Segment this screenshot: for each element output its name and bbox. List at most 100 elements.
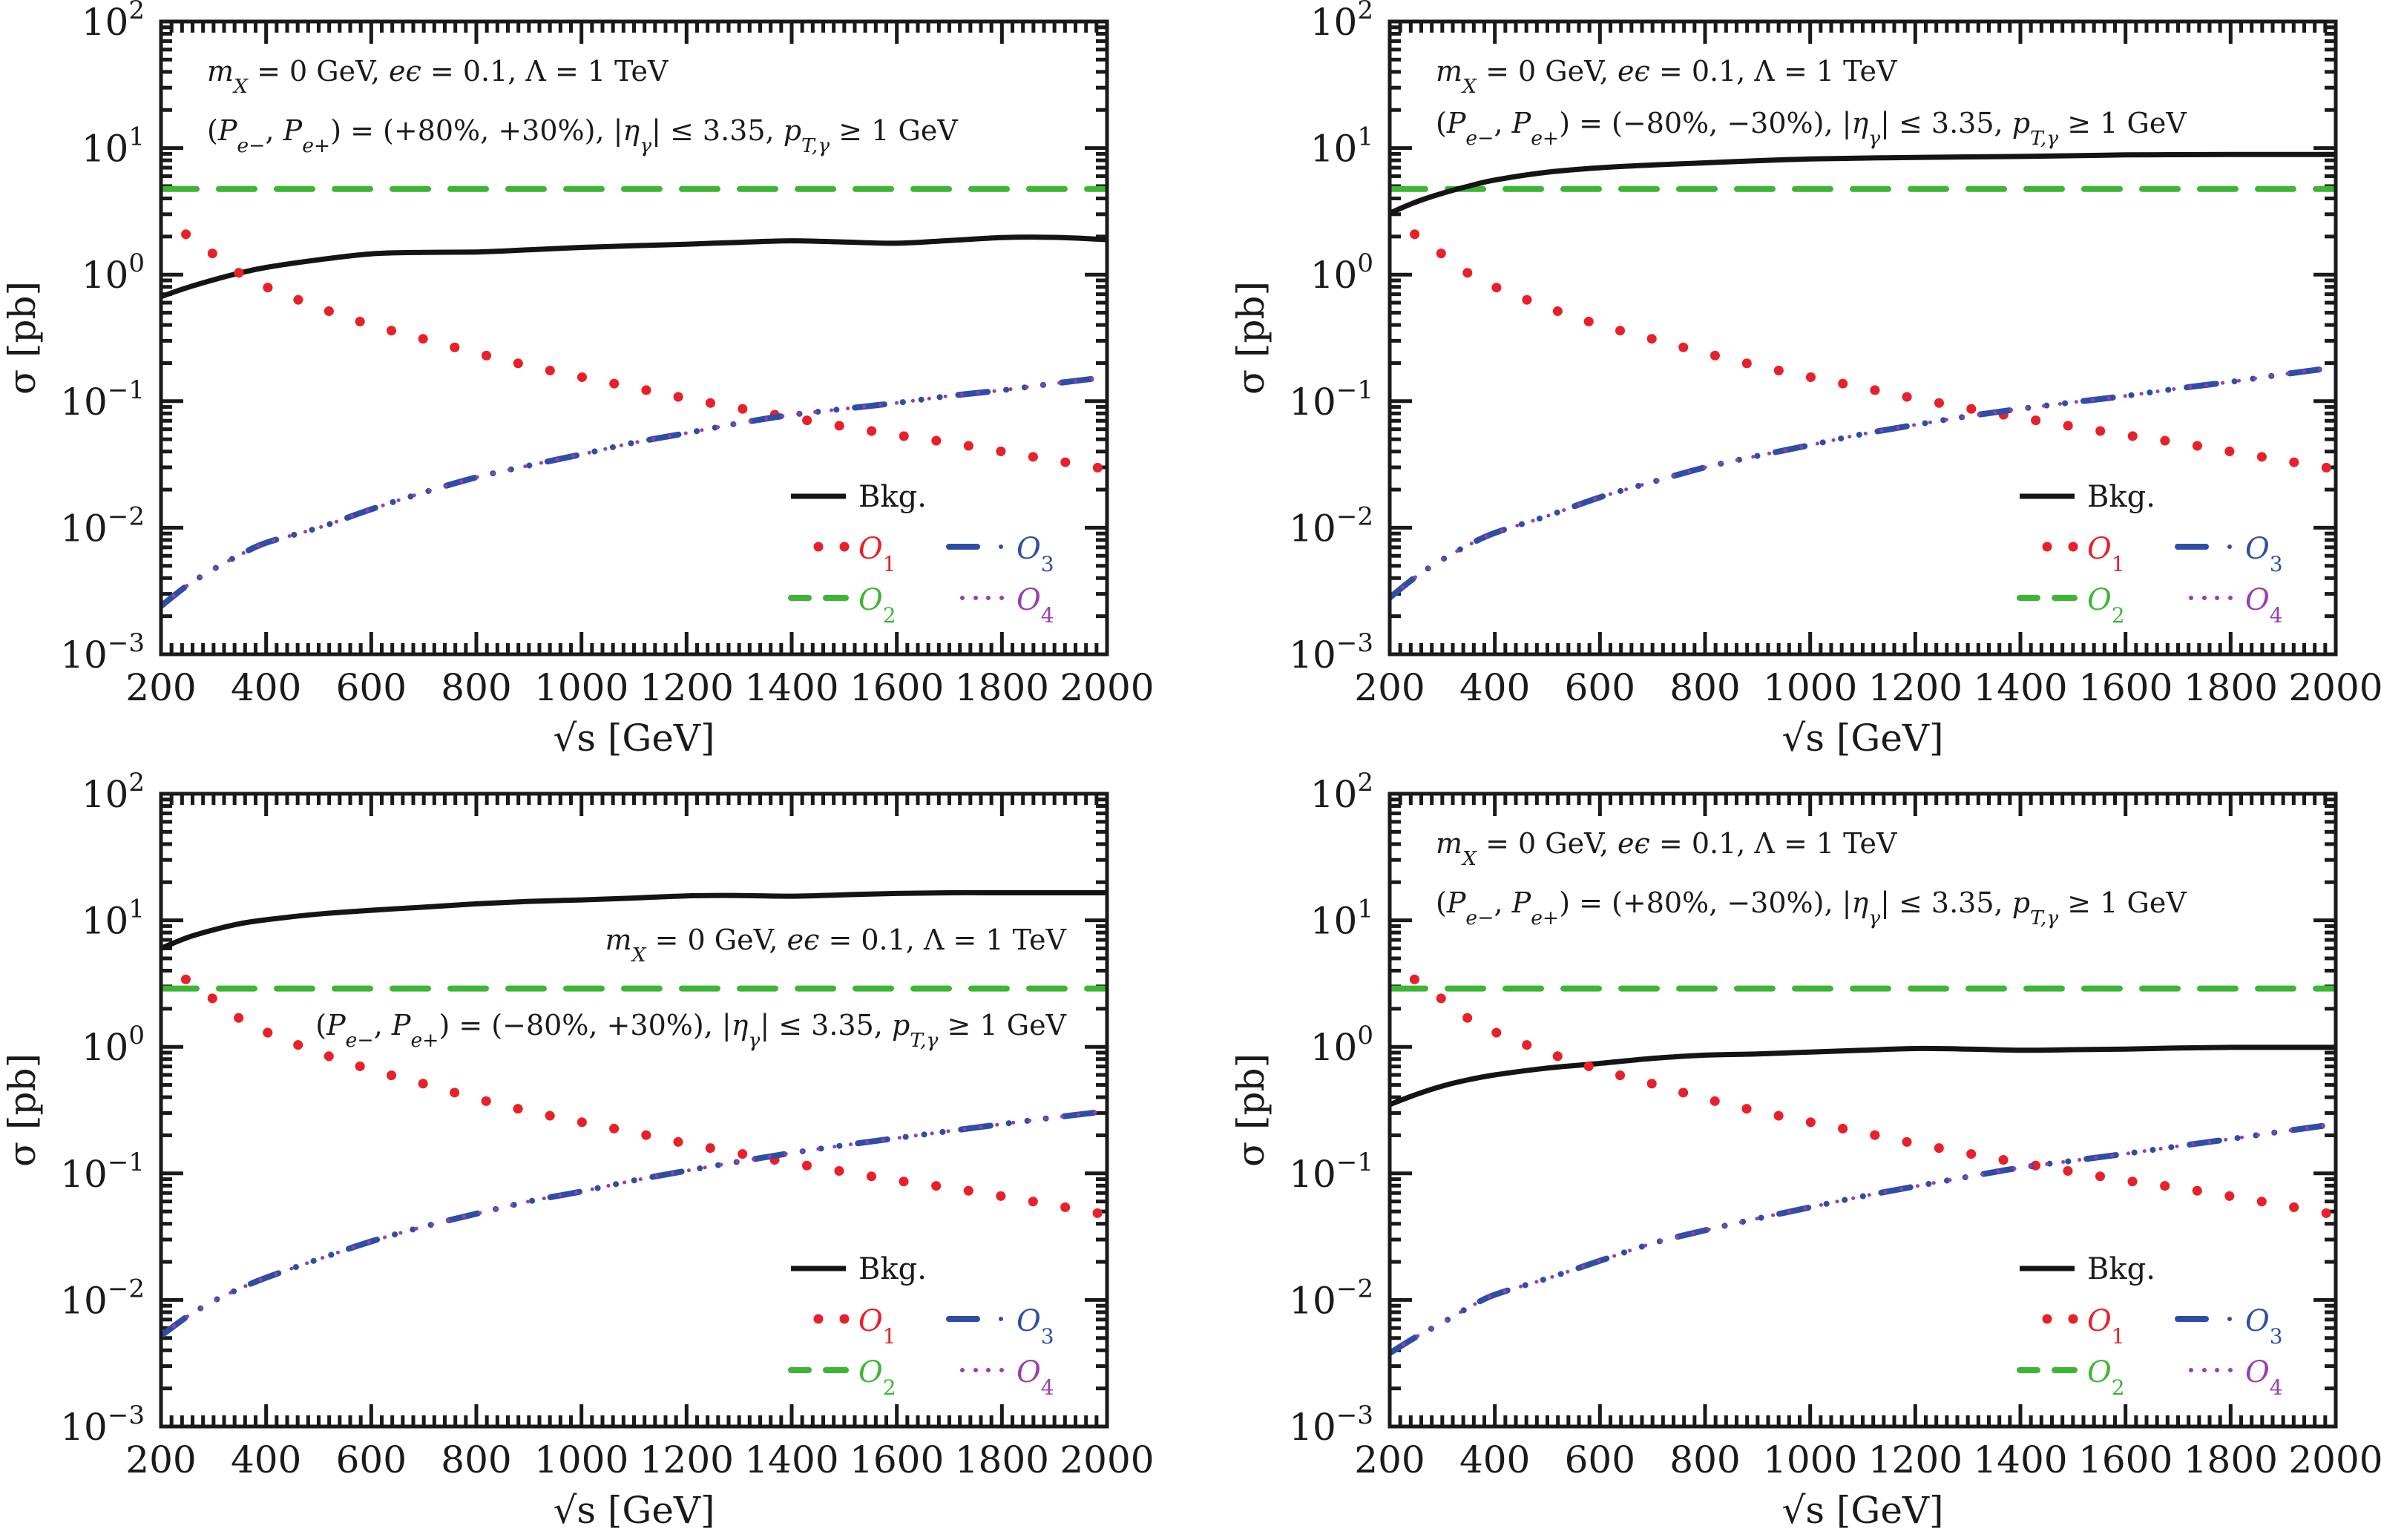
legend-swatch-o4-dot	[973, 1368, 978, 1372]
annotation-polarization: (Pe−, Pe+) = (−80%, −30%), |ηγ| ≤ 3.35, …	[1436, 107, 2187, 150]
series-line-o1	[161, 213, 1107, 474]
series-line-o3	[161, 374, 1107, 610]
plot-frame	[1387, 19, 2338, 657]
x-tick-label: 400	[1459, 1438, 1530, 1481]
y-tick-exponent: −3	[1336, 1401, 1373, 1430]
y-tick-base: 10	[82, 254, 129, 297]
legend-label-o1: O1	[2087, 1304, 2125, 1349]
legend-label-bkg: Bkg.	[858, 1252, 927, 1286]
y-tick-exponent: −2	[108, 1274, 145, 1303]
y-tick-label: 10−1	[1289, 375, 1373, 424]
y-tick-label: 101	[1310, 895, 1373, 943]
x-tick-label: 400	[231, 666, 301, 709]
x-tick-label: 2000	[1060, 666, 1154, 709]
legend-swatch-o1-dot	[2042, 1314, 2052, 1324]
series-group	[161, 889, 1107, 1339]
y-tick-base: 10	[1289, 634, 1336, 677]
panel-top-left: 200 400 600 800 1000 1200 1400 1600 1800 20001021…	[1, 0, 1155, 760]
legend-label-bkg: Bkg.	[2087, 480, 2155, 514]
legend-label-o4: O4	[1017, 1355, 1054, 1400]
y-tick-base: 10	[60, 634, 108, 677]
x-tick-label: 600	[336, 666, 407, 709]
x-tick-label: 1400	[744, 1438, 838, 1481]
legend-swatch-o1-dot	[813, 542, 824, 552]
y-tick-base: 10	[82, 900, 129, 943]
y-tick-exponent: 0	[1357, 249, 1373, 278]
y-tick-exponent: −2	[1336, 1274, 1373, 1303]
legend-swatch-o4-dot	[960, 596, 965, 600]
x-tick-label: 1600	[2078, 666, 2173, 709]
legend-swatch-o3-dot	[2227, 1317, 2232, 1321]
legend: Bkg. O1 O3 O2 O4	[2017, 1252, 2283, 1400]
legend-swatch-o4-dot	[2202, 596, 2207, 600]
y-tick-label: 100	[1310, 249, 1373, 297]
series-group	[161, 185, 1107, 610]
x-tick-label: 1200	[1868, 1438, 1963, 1481]
y-tick-label: 10−3	[1289, 628, 1373, 677]
legend-label-o2: O2	[858, 583, 896, 628]
legend-swatch-o4-dot	[2215, 596, 2219, 600]
series-line-o4	[1390, 365, 2336, 600]
legend: Bkg. O1 O3 O2 O4	[788, 480, 1054, 628]
x-tick-label: 1000	[1763, 1438, 1857, 1481]
y-tick-label: 102	[82, 768, 145, 816]
y-tick-exponent: −1	[1336, 375, 1373, 405]
y-tick-label: 10−2	[1289, 501, 1373, 550]
x-tick-label: 1600	[2078, 1438, 2173, 1481]
y-tick-exponent: 1	[1357, 122, 1373, 152]
x-tick-label: 1800	[2184, 666, 2278, 709]
y-tick-exponent: 1	[128, 122, 145, 152]
y-tick-label: 100	[82, 1021, 145, 1069]
x-tick-label: 600	[1565, 1438, 1635, 1481]
y-tick-base: 10	[82, 1026, 129, 1069]
x-tick-label: 1200	[640, 1438, 734, 1481]
x-tick-label: 1800	[955, 1438, 1049, 1481]
legend-swatch-o3-dot	[2227, 544, 2232, 549]
y-tick-exponent: 2	[1357, 0, 1373, 25]
y-tick-exponent: 1	[128, 895, 145, 924]
annotation-polarization: (Pe−, Pe+) = (+80%, +30%), |ηγ| ≤ 3.35, …	[207, 114, 958, 157]
legend-swatch-o4-dot	[986, 596, 991, 600]
legend-label-o4: O4	[1017, 583, 1054, 628]
legend-swatch-o4-dot	[986, 1368, 991, 1372]
y-tick-base: 10	[60, 507, 108, 550]
legend-swatch-o1-dot	[2042, 542, 2052, 552]
y-tick-label: 102	[1310, 0, 1373, 44]
x-tick-label: 200	[125, 666, 196, 709]
y-tick-exponent: −1	[108, 375, 145, 405]
x-tick-label: 1800	[2184, 1438, 2278, 1481]
x-tick-label: 800	[441, 1438, 511, 1481]
y-axis-title: σ [pb]	[1, 1053, 44, 1167]
x-tick-label: 800	[1669, 1438, 1740, 1481]
series-line-bkg	[161, 234, 1107, 300]
annotation-params: mX = 0 GeV, eϵ = 0.1, Λ = 1 TeV	[605, 924, 1067, 967]
y-axis-title: σ [pb]	[1, 281, 44, 395]
legend-swatch-o1-dot	[2068, 542, 2078, 552]
annotation: mX = 0 GeV, eϵ = 0.1, Λ = 1 TeV (Pe−, Pe+…	[1436, 55, 2187, 150]
legend-label-o4: O4	[2245, 1355, 2283, 1400]
x-tick-label: 1800	[955, 666, 1049, 709]
x-axis-title: √s [GeV]	[553, 1489, 715, 1532]
x-tick-label: 1200	[640, 666, 734, 709]
legend-swatch-o1-dot	[813, 1314, 824, 1324]
plot-frame	[159, 19, 1109, 657]
legend: Bkg. O1 O3 O2 O4	[788, 1252, 1054, 1400]
y-tick-base: 10	[82, 1, 129, 44]
plot-frame	[1387, 792, 2338, 1429]
x-tick-label: 600	[336, 1438, 407, 1481]
y-tick-label: 10−2	[60, 1274, 145, 1322]
x-tick-label: 2000	[2288, 666, 2381, 709]
x-axis-title: √s [GeV]	[1781, 1489, 1943, 1532]
legend: Bkg. O1 O3 O2 O4	[2017, 480, 2283, 628]
y-tick-label: 100	[1310, 1021, 1373, 1069]
y-tick-base: 10	[1310, 254, 1358, 297]
y-tick-label: 101	[82, 895, 145, 943]
legend-swatch-o4-dot	[2228, 1368, 2233, 1372]
x-tick-label: 1200	[1868, 666, 1963, 709]
legend-swatch-o4-dot	[2202, 1368, 2207, 1372]
x-tick-label: 1600	[850, 1438, 944, 1481]
legend-label-o3: O3	[2245, 1304, 2283, 1349]
